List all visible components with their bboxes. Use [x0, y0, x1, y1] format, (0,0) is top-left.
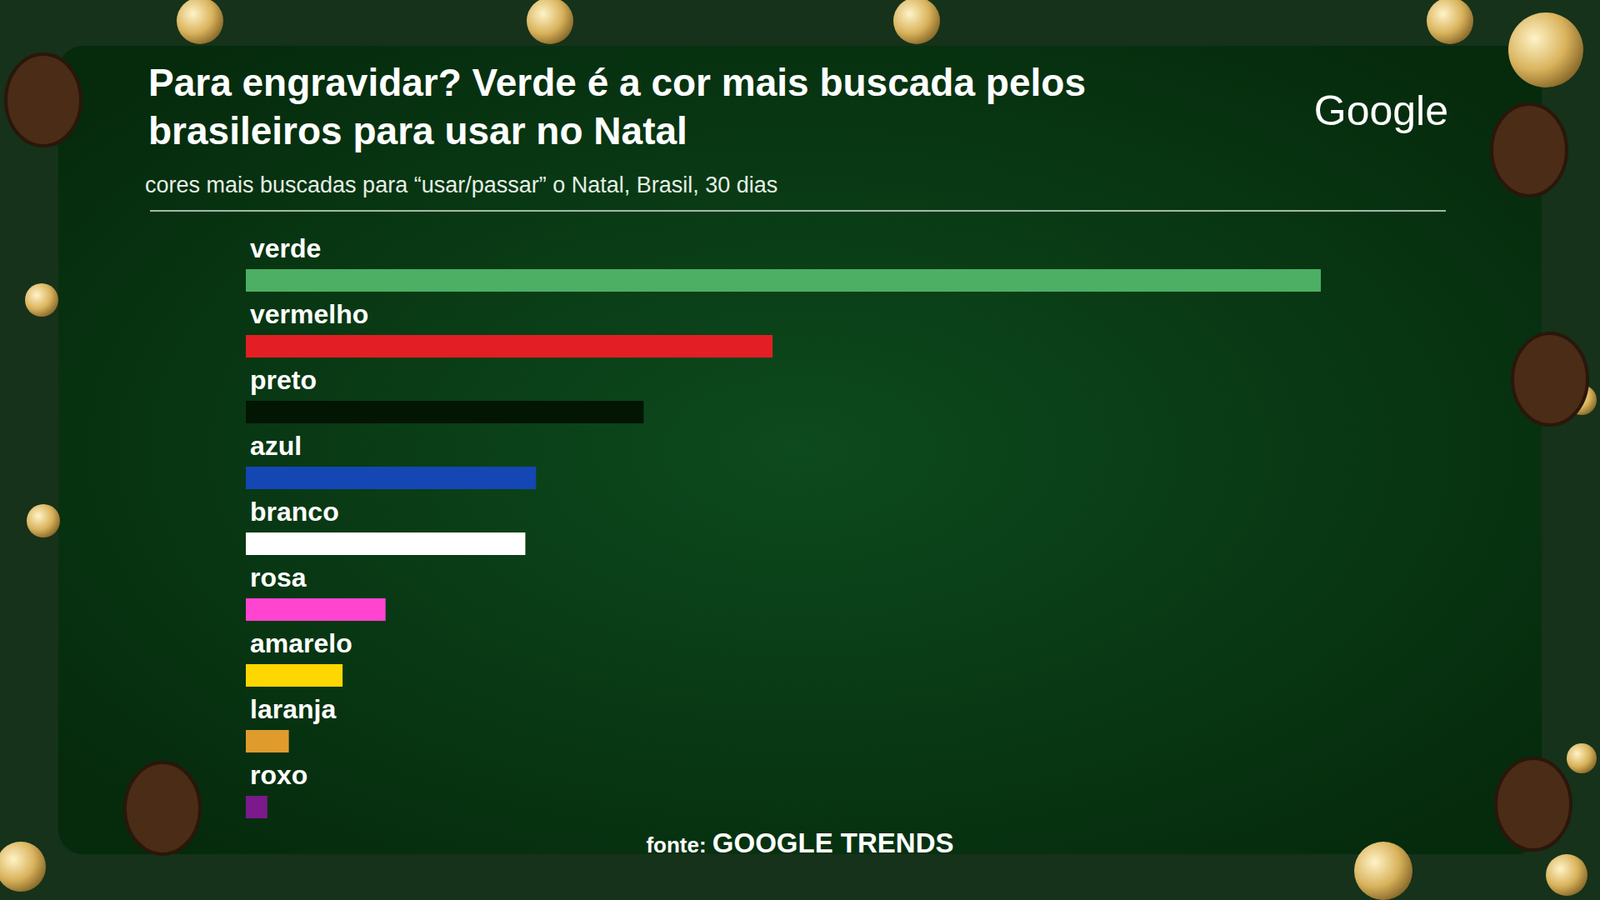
ornament	[176, 0, 224, 45]
ornament	[1566, 743, 1597, 774]
bar	[245, 400, 644, 424]
ornament	[526, 0, 574, 45]
bar	[245, 335, 773, 358]
logo: Google	[1314, 87, 1449, 135]
ornament	[893, 0, 940, 45]
category-label: azul	[250, 430, 302, 461]
category-label: laranja	[250, 694, 336, 725]
pine-cone	[1512, 333, 1588, 425]
title: Para engravidar? Verde é a cor mais busc…	[148, 60, 1086, 153]
ornament	[26, 504, 60, 538]
source-name: GOOGLE TRENDS	[712, 827, 955, 859]
subtitle: cores mais buscadas para “usar/passar” o…	[145, 172, 778, 198]
ornament	[1426, 0, 1474, 45]
ornament	[1508, 12, 1584, 88]
chart: Para engravidar? Verde é a cor mais busc…	[0, 0, 1600, 900]
ornament	[0, 841, 46, 892]
ornament	[25, 283, 59, 317]
divider	[150, 210, 1446, 212]
frame	[0, 0, 1600, 900]
category-label: amarelo	[250, 628, 353, 659]
bar	[245, 730, 290, 753]
ornament	[1354, 841, 1413, 900]
bars	[245, 269, 1321, 819]
bar	[245, 466, 536, 490]
category-label: vermelho	[250, 299, 369, 330]
source: fonte: GOOGLE TRENDS	[645, 827, 954, 859]
pine-cone	[1495, 758, 1571, 850]
category-label: verde	[250, 233, 321, 264]
bar	[245, 598, 386, 621]
background	[58, 45, 1542, 855]
source-label: fonte:	[645, 832, 712, 858]
decorations	[0, 0, 1597, 900]
pine-cone	[1491, 104, 1567, 196]
ornament	[1545, 854, 1588, 896]
category-label: roxo	[250, 760, 308, 790]
category-label: branco	[250, 496, 340, 527]
pine-cone	[125, 762, 200, 855]
bar	[245, 664, 343, 687]
bar	[245, 532, 525, 555]
category-label: rosa	[250, 562, 307, 593]
category-label: preto	[250, 365, 317, 395]
bar	[245, 269, 1321, 292]
category-labels: verde vermelho preto azul branco rosa amarelo l…	[250, 233, 369, 790]
bar	[245, 795, 268, 819]
pine-cone	[5, 54, 81, 146]
